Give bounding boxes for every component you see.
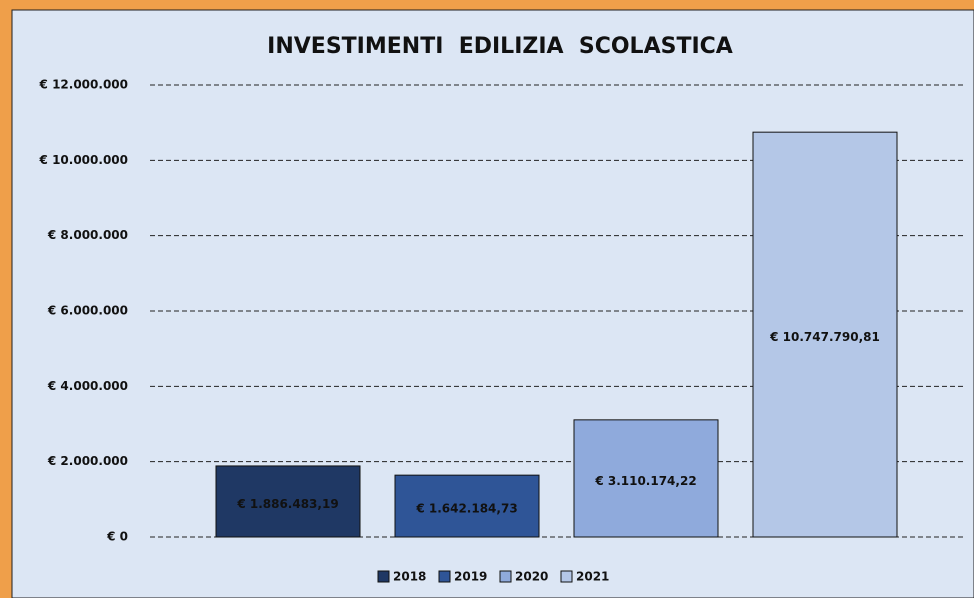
value-label: € 1.642.184,73 <box>415 502 517 516</box>
y-tick-label: € 8.000.000 <box>47 228 128 242</box>
value-label: € 10.747.790,81 <box>769 330 880 344</box>
y-tick-label: € 2.000.000 <box>47 454 128 468</box>
chart-title: INVESTIMENTI EDILIZIA SCOLASTICA <box>267 34 733 59</box>
y-tick-label: € 4.000.000 <box>47 379 128 393</box>
legend-swatch <box>560 570 573 583</box>
y-tick-label: € 6.000.000 <box>47 304 128 318</box>
legend-swatch <box>377 570 390 583</box>
legend-label: 2018 <box>393 570 426 584</box>
legend-swatch <box>499 570 512 583</box>
legend-swatch <box>438 570 451 583</box>
legend-label: 2019 <box>454 570 487 584</box>
value-label: € 3.110.174,22 <box>594 474 696 488</box>
bar <box>573 419 719 538</box>
value-label: € 1.886.483,19 <box>236 497 338 511</box>
legend-label: 2021 <box>576 570 609 584</box>
y-tick-label: € 0 <box>106 530 128 544</box>
bar <box>752 131 898 538</box>
legend-label: 2020 <box>515 570 548 584</box>
y-tick-label: € 10.000.000 <box>39 153 128 167</box>
y-tick-label: € 12.000.000 <box>39 78 128 92</box>
bar <box>215 465 361 538</box>
bar <box>394 474 540 538</box>
